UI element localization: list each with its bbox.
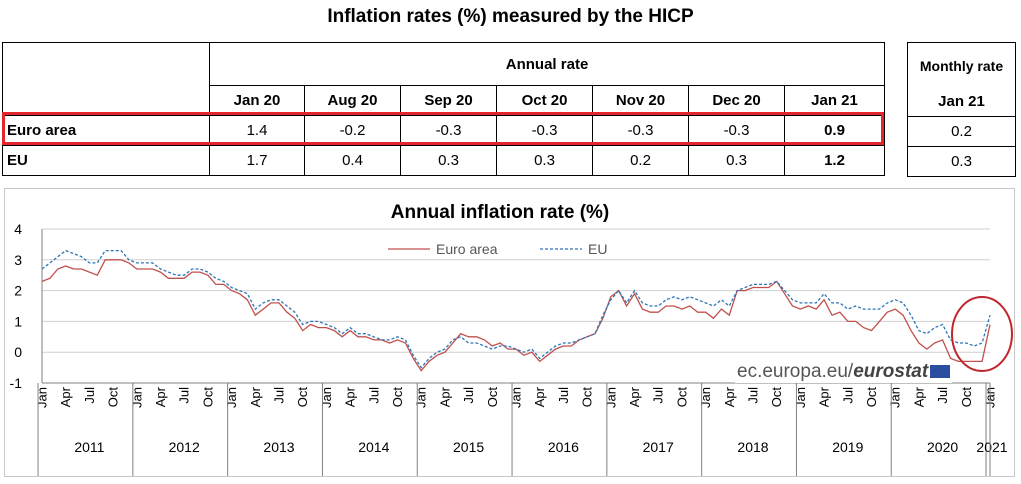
x-tick-label: Apr <box>248 386 263 407</box>
eu-flag-icon <box>930 365 951 378</box>
y-tick-label: 3 <box>14 252 22 268</box>
eu-series-line <box>41 249 991 369</box>
x-tick-label: Oct <box>674 387 689 408</box>
x-tick-label: Jan <box>414 387 429 408</box>
table-cell: 0.9 <box>783 115 886 146</box>
month-header: Nov 20 <box>592 85 689 116</box>
y-tick-label: 1 <box>14 313 22 329</box>
year-label: 2015 <box>453 439 484 455</box>
monthly-month-header: Jan 21 <box>907 87 1016 117</box>
x-tick-label: Apr <box>627 386 642 407</box>
legend-label: EU <box>588 241 607 257</box>
x-tick-label: Apr <box>343 386 358 407</box>
x-tick-label: Oct <box>769 387 784 408</box>
month-header: Sep 20 <box>400 85 497 116</box>
year-label: 2019 <box>832 439 863 455</box>
annotation-circle <box>951 296 1013 372</box>
monthly-rate-table: Monthly rate Jan 21 0.2 0.3 <box>907 42 1016 177</box>
year-label: 2011 <box>74 439 104 455</box>
x-tick-label: Jul <box>746 387 761 404</box>
x-tick-label: Apr <box>437 386 452 407</box>
table-cell: 1.4 <box>209 115 305 146</box>
table-cell: 1.7 <box>209 145 305 176</box>
y-tick-label: 4 <box>14 221 22 237</box>
x-tick-label: Jan <box>509 387 524 408</box>
year-label: 2021 <box>976 439 1007 455</box>
y-tick-label: 0 <box>14 344 22 360</box>
table-cell: 0.3 <box>496 145 593 176</box>
watermark-brand: eurostat <box>853 361 929 382</box>
x-tick-label: Jul <box>272 387 287 404</box>
row-label: EU <box>2 145 210 176</box>
x-tick-label: Jan <box>603 387 618 408</box>
x-tick-label: Apr <box>153 386 168 407</box>
table-cell: -0.3 <box>400 115 497 146</box>
year-label: 2013 <box>263 439 294 455</box>
year-label: 2014 <box>358 439 389 455</box>
x-tick-label: Oct <box>295 387 310 408</box>
x-tick-label: Jan <box>129 387 144 408</box>
x-tick-label: Oct <box>959 387 974 408</box>
x-tick-label: Oct <box>106 387 121 408</box>
table-cell: 0.3 <box>688 145 785 176</box>
table-corner-lower <box>2 85 210 116</box>
year-label: 2017 <box>643 439 674 455</box>
x-tick-label: Jul <box>556 387 571 404</box>
x-tick-label: Jul <box>935 387 950 404</box>
year-label: 2020 <box>927 439 958 455</box>
x-tick-label: Apr <box>532 386 547 407</box>
x-tick-label: Apr <box>722 386 737 407</box>
x-tick-label: Jan <box>698 387 713 408</box>
x-tick-label: Oct <box>580 387 595 408</box>
table-cell: 0.2 <box>592 145 689 176</box>
x-tick-label: Jul <box>366 387 381 404</box>
legend-label: Euro area <box>436 241 498 257</box>
x-tick-label: Jan <box>319 387 334 408</box>
eurostat-watermark: ec.europa.eu/eurostat <box>735 361 953 383</box>
x-tick-label: Apr <box>817 386 832 407</box>
x-tick-label: Oct <box>390 387 405 408</box>
table-corner <box>2 42 210 86</box>
y-tick-label: 2 <box>14 283 22 299</box>
annual-rate-header: Annual rate <box>208 42 886 86</box>
x-tick-label: Apr <box>911 386 926 407</box>
table-cell: 1.2 <box>783 145 886 176</box>
table-row: EU 1.7 0.4 0.3 0.3 0.2 0.3 1.2 <box>2 145 886 176</box>
x-tick-label: Jan <box>888 387 903 408</box>
x-tick-label: Oct <box>200 387 215 408</box>
year-label: 2012 <box>169 439 200 455</box>
y-tick-label: -1 <box>10 375 23 391</box>
chart-title: Annual inflation rate (%) <box>390 202 610 223</box>
x-tick-label: Jan <box>35 387 50 408</box>
x-tick-label: Jan <box>793 387 808 408</box>
table-title: Inflation rates (%) measured by the HICP <box>327 6 694 27</box>
x-tick-label: Apr <box>58 386 73 407</box>
year-label: 2016 <box>548 439 579 455</box>
x-tick-label: Jul <box>840 387 855 404</box>
x-tick-label: Jul <box>651 387 666 404</box>
month-header: Oct 20 <box>496 85 593 116</box>
monthly-rate-header: Monthly rate <box>907 42 1016 87</box>
table-cell: 0.3 <box>907 146 1016 177</box>
row-label: Euro area <box>2 115 210 146</box>
annual-rate-table: Annual rate Jan 20 Aug 20 Sep 20 Oct 20 … <box>2 42 886 176</box>
year-label: 2018 <box>737 439 768 455</box>
table-cell: -0.2 <box>304 115 401 146</box>
table-cell: -0.3 <box>688 115 785 146</box>
x-tick-label: Jan <box>224 387 239 408</box>
x-tick-label: Oct <box>864 387 879 408</box>
euro-area-series-line <box>41 259 991 372</box>
x-tick-label: Oct <box>485 387 500 408</box>
month-header: Jan 21 <box>783 85 886 116</box>
chart-frame <box>4 188 1015 477</box>
watermark-url: ec.europa.eu/ <box>737 361 854 382</box>
x-tick-label: Jul <box>82 387 97 404</box>
table-cell: 0.4 <box>304 145 401 176</box>
x-tick-label: Jul <box>177 387 192 404</box>
month-header: Jan 20 <box>209 85 305 116</box>
x-tick-label: Jul <box>461 387 476 404</box>
table-row: Euro area 1.4 -0.2 -0.3 -0.3 -0.3 -0.3 0… <box>2 115 886 146</box>
